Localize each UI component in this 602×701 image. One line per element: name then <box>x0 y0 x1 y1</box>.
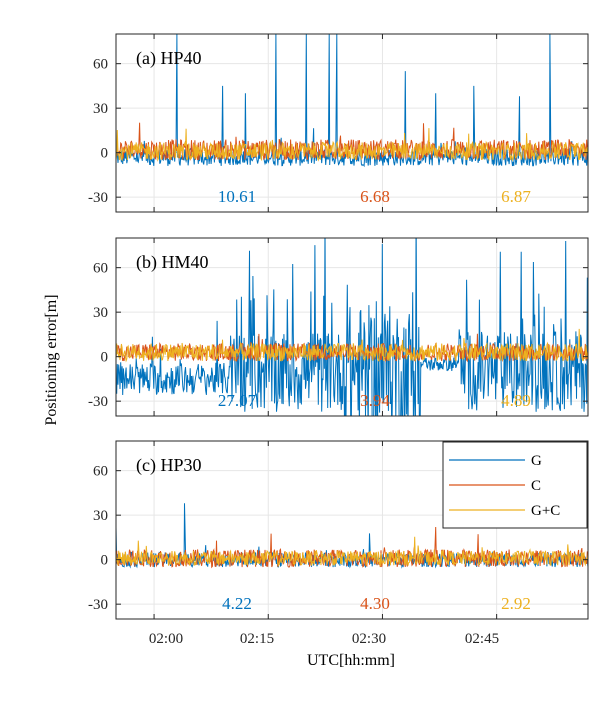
y-tick-label: -30 <box>88 597 108 613</box>
y-tick-label: 30 <box>93 508 108 524</box>
y-tick-label: 30 <box>93 101 108 117</box>
panel-stat-value: 2.92 <box>501 594 531 613</box>
series-group <box>116 238 588 416</box>
y-tick-label: 0 <box>101 146 109 162</box>
panel-label: (a) HP40 <box>136 48 202 69</box>
y-tick-label: 0 <box>101 350 109 366</box>
panel-stat-value: 27.07 <box>218 391 257 410</box>
series-GC-line <box>116 536 588 568</box>
legend-label-GC: G+C <box>531 503 560 519</box>
panel-stat-value: 4.89 <box>501 391 531 410</box>
panel-stat-value: 6.68 <box>360 187 390 206</box>
panel-2: -30 0 30 60 (b) HM40 27.07 3.94 4.89 <box>88 237 589 417</box>
panel-1: -30 0 30 60 (a) HP40 10.61 6.68 6.87 <box>88 33 589 213</box>
y-tick-label: -30 <box>88 394 108 410</box>
y-tick-label: 60 <box>93 261 108 277</box>
panel-stat-value: 6.87 <box>501 187 531 206</box>
series-group <box>116 34 588 168</box>
series-C-line <box>116 526 588 569</box>
panel-label: (b) HM40 <box>136 252 209 273</box>
panel-label: (c) HP30 <box>136 455 202 476</box>
y-tick-label: 0 <box>101 553 109 569</box>
x-tick-label: 02:45 <box>465 631 499 647</box>
panel-stat-value: 4.22 <box>222 594 252 613</box>
legend-label-G: G <box>531 453 542 469</box>
panel-stat-value: 10.61 <box>218 187 256 206</box>
series-C-line <box>116 333 588 363</box>
x-tick-label: 02:30 <box>352 631 386 647</box>
y-axis-label: Positioning error[m] <box>43 294 60 425</box>
y-tick-label: -30 <box>88 190 108 206</box>
panel-stat-value: 3.94 <box>360 391 390 410</box>
y-tick-label: 60 <box>93 464 108 480</box>
legend: GC G+C <box>442 441 588 529</box>
x-tick-labels: 02:00 02:15 02:30 02:45 <box>149 631 499 647</box>
panel-axes-box <box>115 33 589 213</box>
y-tick-label: 60 <box>93 57 108 73</box>
panel-axes-box <box>115 237 589 417</box>
x-tick-label: 02:15 <box>240 631 274 647</box>
panels-group: -30 0 30 60 (a) HP40 10.61 6.68 6.87 -30 0 30 60 (b)… <box>88 33 589 620</box>
y-tick-label: 30 <box>93 305 108 321</box>
series-group <box>116 503 588 569</box>
legend-label-C: C <box>531 478 541 494</box>
panel-axes-box <box>115 440 589 620</box>
series-GC-line <box>116 128 588 162</box>
x-tick-label: 02:00 <box>149 631 183 647</box>
panel-stat-value: 4.30 <box>360 594 390 613</box>
series-GC-line <box>116 328 588 363</box>
x-axis-label: UTC[hh:mm] <box>307 652 395 669</box>
